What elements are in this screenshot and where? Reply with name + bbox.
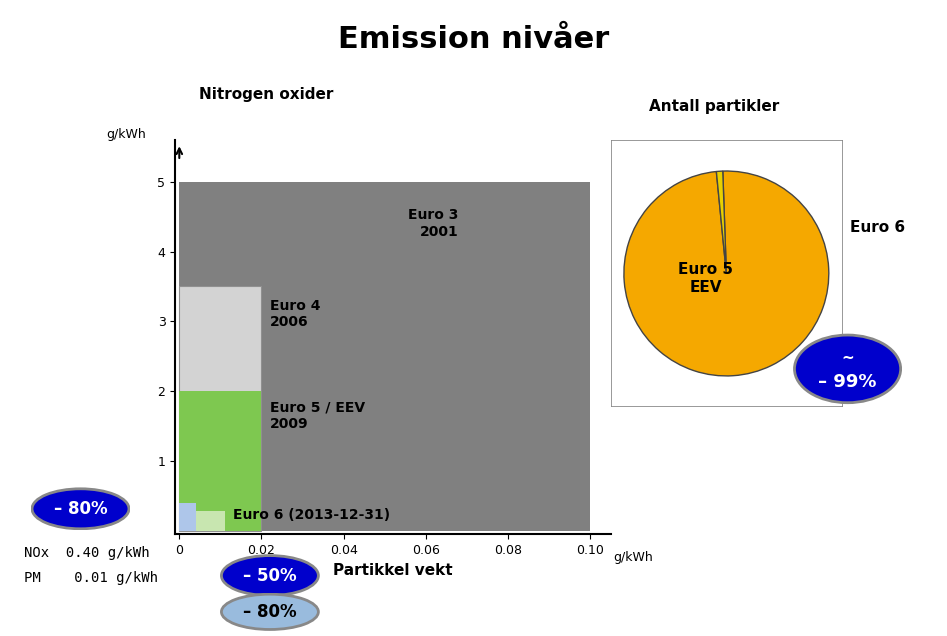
- Text: Euro 6 (2013-12-31): Euro 6 (2013-12-31): [233, 508, 390, 522]
- Bar: [179, 182, 590, 531]
- Bar: [196, 511, 224, 531]
- Bar: [179, 503, 196, 531]
- Text: Antall partikler: Antall partikler: [649, 99, 779, 114]
- Bar: [179, 391, 261, 531]
- Ellipse shape: [795, 335, 901, 403]
- X-axis label: Partikkel vekt: Partikkel vekt: [333, 562, 453, 577]
- Text: Euro 5 / EEV
2009: Euro 5 / EEV 2009: [270, 401, 365, 431]
- Text: ~: ~: [841, 350, 854, 366]
- Text: Euro 6: Euro 6: [850, 220, 905, 235]
- Bar: [179, 286, 261, 531]
- Ellipse shape: [222, 594, 318, 630]
- Ellipse shape: [222, 556, 318, 595]
- Text: – 80%: – 80%: [243, 603, 296, 621]
- Text: NOx  0.40 g/kWh: NOx 0.40 g/kWh: [24, 546, 150, 560]
- Text: – 99%: – 99%: [818, 373, 877, 391]
- Text: Nitrogen oxider: Nitrogen oxider: [199, 86, 333, 102]
- Text: g/kWh: g/kWh: [613, 551, 652, 563]
- Wedge shape: [716, 171, 726, 273]
- Text: Euro 3
2001: Euro 3 2001: [408, 209, 458, 238]
- Wedge shape: [624, 171, 829, 376]
- Text: Euro 4
2006: Euro 4 2006: [270, 300, 320, 329]
- Ellipse shape: [32, 489, 129, 529]
- Text: Emission nivåer: Emission nivåer: [338, 25, 609, 55]
- Text: – 80%: – 80%: [54, 500, 107, 518]
- Text: PM    0.01 g/kWh: PM 0.01 g/kWh: [24, 571, 157, 585]
- Text: Euro 5
EEV: Euro 5 EEV: [678, 263, 733, 295]
- Text: g/kWh: g/kWh: [107, 128, 147, 141]
- Text: – 50%: – 50%: [243, 567, 296, 584]
